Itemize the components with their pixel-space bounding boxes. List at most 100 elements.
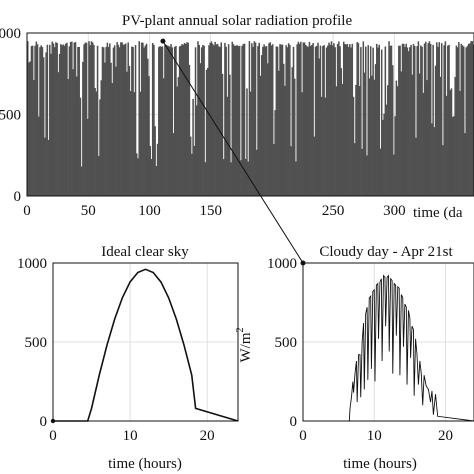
bl-x-tick-2: 20	[200, 428, 215, 444]
top-bar-day-26	[58, 53, 61, 196]
top-bar-day-224	[301, 92, 303, 196]
top-bar-day-276	[365, 46, 367, 196]
top-bar-day-23	[55, 42, 57, 197]
top-bar-day-144	[203, 45, 205, 197]
top-bar-day-7	[35, 41, 38, 197]
top-bar-day-162	[225, 46, 227, 196]
top-bar-day-94	[142, 42, 144, 196]
top-bar-day-116	[169, 46, 171, 197]
top-bar-day-243	[324, 97, 327, 196]
top-bar-day-308	[404, 46, 406, 196]
top-bar-day-220	[296, 44, 298, 197]
top-bar-day-259	[344, 43, 346, 196]
top-bar-day-18	[49, 44, 51, 196]
top-bar-day-88	[134, 45, 137, 196]
top-bar-day-3	[30, 46, 33, 196]
top-bar-day-356	[462, 46, 465, 197]
top-bar-day-214	[289, 44, 291, 197]
top-bar-day-145	[204, 162, 207, 196]
top-bar-day-354	[460, 43, 463, 196]
top-bar-day-313	[410, 44, 412, 196]
top-bar-day-157	[219, 47, 221, 197]
top-bar-day-43	[79, 97, 82, 196]
top-bar-day-86	[132, 47, 134, 197]
top-bar-day-346	[450, 88, 453, 196]
top-bar-day-241	[322, 45, 324, 196]
top-bar-day-185	[253, 41, 256, 196]
br-y-tick-0: 0	[290, 414, 298, 430]
top-bar-day-262	[347, 47, 350, 197]
top-bar-day-89	[135, 153, 138, 196]
top-bar-day-252	[335, 86, 338, 196]
br-x-axis-label: time (hours)	[343, 456, 417, 472]
top-bar-day-53	[91, 42, 94, 196]
top-bar-day-30	[63, 45, 66, 197]
top-bar-day-130	[186, 42, 188, 197]
top-bar-day-275	[363, 72, 366, 196]
top-bar-day-154	[215, 44, 218, 196]
top-bar-day-105	[155, 166, 158, 196]
top-bar-day-123	[177, 77, 180, 196]
top-bar-day-56	[95, 91, 98, 196]
top-bar-day-295	[388, 41, 390, 197]
top-bar-day-288	[379, 148, 382, 196]
top-bar-day-63	[104, 62, 106, 197]
br-y-ticks: 0 500 1000	[267, 256, 297, 430]
top-bar-day-330	[431, 123, 433, 196]
top-bar-day-179	[246, 88, 248, 196]
annotation-connector	[160, 38, 306, 266]
bl-y-tick-1: 500	[25, 335, 48, 351]
top-y-tick-2: 000	[0, 26, 21, 42]
top-bar-day-205	[278, 70, 280, 196]
top-bar-day-219	[295, 161, 297, 196]
top-x-tick-3: 150	[199, 203, 222, 219]
top-bar-day-6	[34, 45, 36, 196]
top-bar-day-348	[453, 116, 455, 196]
top-bar-day-171	[236, 45, 238, 196]
top-bar-day-233	[312, 43, 314, 197]
top-bar-day-59	[99, 99, 101, 196]
top-bar-day-140	[198, 45, 200, 196]
top-bar-day-99	[148, 76, 150, 196]
top-bar-day-10	[39, 47, 41, 197]
top-bar-day-363	[471, 41, 474, 197]
top-bar-day-292	[384, 46, 387, 196]
top-bar-day-231	[309, 45, 312, 196]
top-bar-day-302	[396, 86, 399, 196]
top-bar-day-255	[339, 46, 341, 196]
br-y-tick-1: 500	[275, 335, 298, 351]
top-x-tick-0: 0	[23, 203, 31, 219]
top-bar-day-79	[123, 44, 126, 197]
top-bar-day-309	[405, 43, 407, 196]
top-bar-day-184	[252, 47, 254, 197]
top-bar-day-314	[411, 74, 414, 196]
top-bar-day-168	[232, 44, 235, 197]
top-bar-day-164	[227, 44, 230, 196]
top-bar-day-69	[111, 82, 114, 196]
top-bar-day-70	[112, 47, 115, 196]
top-bar-day-212	[286, 47, 289, 197]
top-bar-day-287	[378, 44, 381, 196]
top-bar-day-75	[118, 47, 121, 196]
top-bar-day-358	[465, 47, 467, 196]
bl-x-axis-label: time (hours)	[108, 456, 182, 472]
top-bar-day-28	[61, 45, 63, 197]
top-bar-day-300	[394, 116, 396, 196]
top-bar-day-122	[176, 86, 178, 196]
top-bar-day-96	[144, 45, 147, 196]
top-bar-day-62	[102, 47, 105, 196]
top-bar-day-72	[115, 66, 117, 197]
top-bar-day-16	[46, 44, 49, 196]
top-bar-day-291	[383, 113, 385, 196]
top-bar-day-54	[93, 44, 95, 196]
top-bar-day-200	[271, 44, 274, 196]
top-bar-day-167	[231, 41, 234, 196]
top-bar-day-239	[319, 45, 322, 197]
top-bar-day-296	[389, 45, 392, 196]
top-bar-day-208	[281, 44, 284, 197]
top-bar-day-118	[171, 47, 174, 196]
top-bar-day-223	[300, 41, 302, 196]
top-bar-day-93	[140, 42, 143, 196]
top-bar-day-47	[84, 42, 87, 197]
top-bar-day-17	[47, 139, 50, 196]
